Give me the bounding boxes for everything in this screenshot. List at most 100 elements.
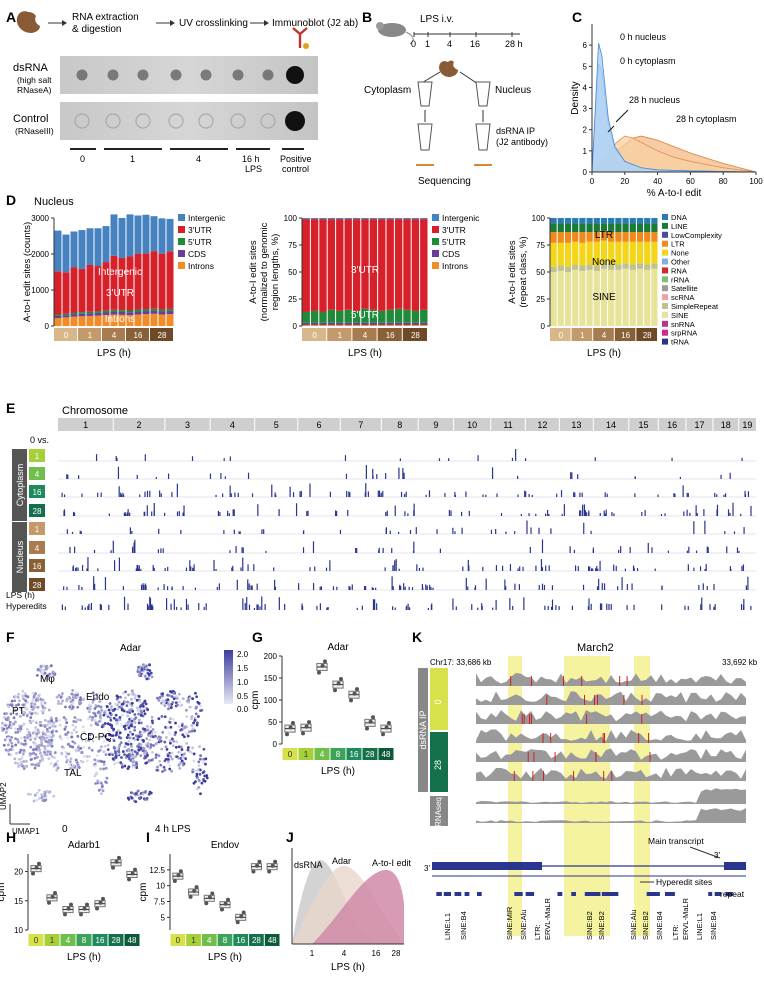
cell-point bbox=[169, 725, 173, 729]
cell-point bbox=[197, 701, 201, 705]
chromosome-label: 2 bbox=[137, 420, 142, 430]
bar-introns bbox=[126, 315, 134, 326]
bar-cds bbox=[54, 315, 62, 319]
cell-point bbox=[127, 747, 131, 751]
group-strip bbox=[60, 934, 76, 946]
cell-point bbox=[174, 731, 178, 734]
bar-5utr bbox=[70, 312, 78, 315]
x-tick-label: 80 bbox=[719, 177, 728, 186]
legend-label: SimpleRepeat bbox=[671, 302, 719, 311]
y-tick-label: 0 bbox=[541, 322, 546, 331]
cell-point bbox=[129, 759, 133, 762]
lps-iv: LPS i.v. bbox=[420, 14, 454, 25]
cell-point bbox=[115, 761, 119, 764]
cell-point bbox=[117, 718, 121, 722]
bar-none bbox=[636, 241, 644, 264]
group-strip bbox=[571, 328, 593, 341]
cell-point bbox=[49, 750, 52, 754]
cell-point bbox=[47, 757, 51, 761]
data-point bbox=[257, 859, 262, 864]
row-strip bbox=[29, 522, 45, 535]
bar-intergenic bbox=[158, 218, 166, 254]
mouse-icon bbox=[376, 22, 414, 45]
cell-point bbox=[38, 759, 42, 763]
chromosome-label: 15 bbox=[638, 420, 648, 430]
f-title: Adar bbox=[120, 643, 142, 654]
y-tick-label: 0 bbox=[583, 168, 588, 177]
data-point bbox=[387, 720, 391, 725]
bar-3utr bbox=[166, 251, 174, 309]
cell-point bbox=[195, 695, 199, 699]
repeat-name: LTR: bbox=[533, 924, 542, 940]
blot-dot bbox=[260, 113, 276, 129]
cell-point bbox=[13, 757, 17, 761]
cell-point bbox=[16, 738, 20, 742]
data-point bbox=[85, 902, 89, 907]
cell-point bbox=[44, 667, 48, 671]
group-label: 0 bbox=[176, 936, 181, 945]
cell-point bbox=[140, 668, 144, 671]
data-point bbox=[188, 894, 193, 899]
group-label: 28 bbox=[411, 331, 420, 340]
bar-cds bbox=[403, 322, 411, 325]
legend-label: snRNA bbox=[671, 320, 695, 329]
cell-point bbox=[199, 704, 202, 708]
cell-point bbox=[153, 731, 157, 734]
cell-point bbox=[130, 796, 134, 800]
bar-dna bbox=[622, 218, 629, 224]
scale-0: 0.0 bbox=[237, 705, 249, 714]
cell-point bbox=[84, 739, 88, 743]
data-point bbox=[355, 687, 359, 692]
cell-point bbox=[179, 750, 182, 754]
cell-point bbox=[133, 693, 137, 697]
bar-cds bbox=[386, 322, 394, 325]
stacked-bar-normalized: 0 25 50 75 100 0 1 4 16 28 LPS (h) A-to-I edit site… bbox=[248, 213, 480, 359]
data-point bbox=[95, 906, 99, 911]
bar-5utr bbox=[352, 310, 361, 323]
cell-point bbox=[70, 701, 74, 705]
kidney-icon bbox=[439, 60, 458, 77]
cell-point bbox=[118, 731, 122, 735]
bar-simplerepeat bbox=[593, 265, 600, 271]
cell-point bbox=[129, 742, 133, 746]
umap-0h bbox=[0, 664, 109, 803]
density-chart: 0 20 40 60 80 100 0 1 2 3 4 5 6 % A-to-I edit Density 0… bbox=[570, 24, 763, 199]
cell-point bbox=[112, 716, 116, 720]
cell-point bbox=[86, 717, 90, 721]
bar-introns bbox=[54, 318, 62, 326]
cell-point bbox=[22, 703, 25, 707]
legend-swatch bbox=[662, 311, 668, 318]
cell-point bbox=[64, 750, 68, 754]
data-point bbox=[194, 885, 199, 890]
data-point bbox=[31, 871, 35, 876]
cell-point bbox=[119, 723, 123, 727]
cell-point bbox=[127, 726, 131, 730]
cell-point bbox=[105, 776, 109, 780]
cell-point bbox=[35, 734, 39, 738]
coverage-track bbox=[476, 672, 746, 686]
cell-point bbox=[191, 770, 195, 774]
panel-letter-c: C bbox=[572, 9, 582, 25]
cell-point bbox=[186, 734, 190, 738]
label-endo: Endo bbox=[86, 692, 110, 703]
bar-5utr bbox=[411, 310, 420, 323]
y-tick-label: 0 bbox=[293, 322, 298, 331]
bar-3utr bbox=[142, 253, 150, 310]
legend-label: scRNA bbox=[671, 293, 694, 302]
group-label: 1 bbox=[50, 936, 55, 945]
cell-point bbox=[194, 691, 197, 695]
group-strip bbox=[550, 328, 571, 341]
genome-browser: dsRNA IP 0 28 RNAseq Main transcript 3' 3' Hype… bbox=[418, 656, 746, 940]
vs-label: 0 vs. bbox=[30, 435, 49, 445]
panel-letter-k: K bbox=[412, 629, 422, 645]
cell-point bbox=[143, 728, 147, 731]
tick-16: 16 bbox=[470, 39, 480, 49]
label-pt: PT bbox=[12, 706, 25, 717]
bar-intergenic bbox=[319, 218, 327, 220]
cell-point bbox=[169, 717, 172, 721]
cell-point bbox=[151, 758, 155, 761]
bar-5utr bbox=[394, 308, 403, 323]
cell-point bbox=[195, 705, 198, 709]
cell-point bbox=[37, 762, 40, 765]
